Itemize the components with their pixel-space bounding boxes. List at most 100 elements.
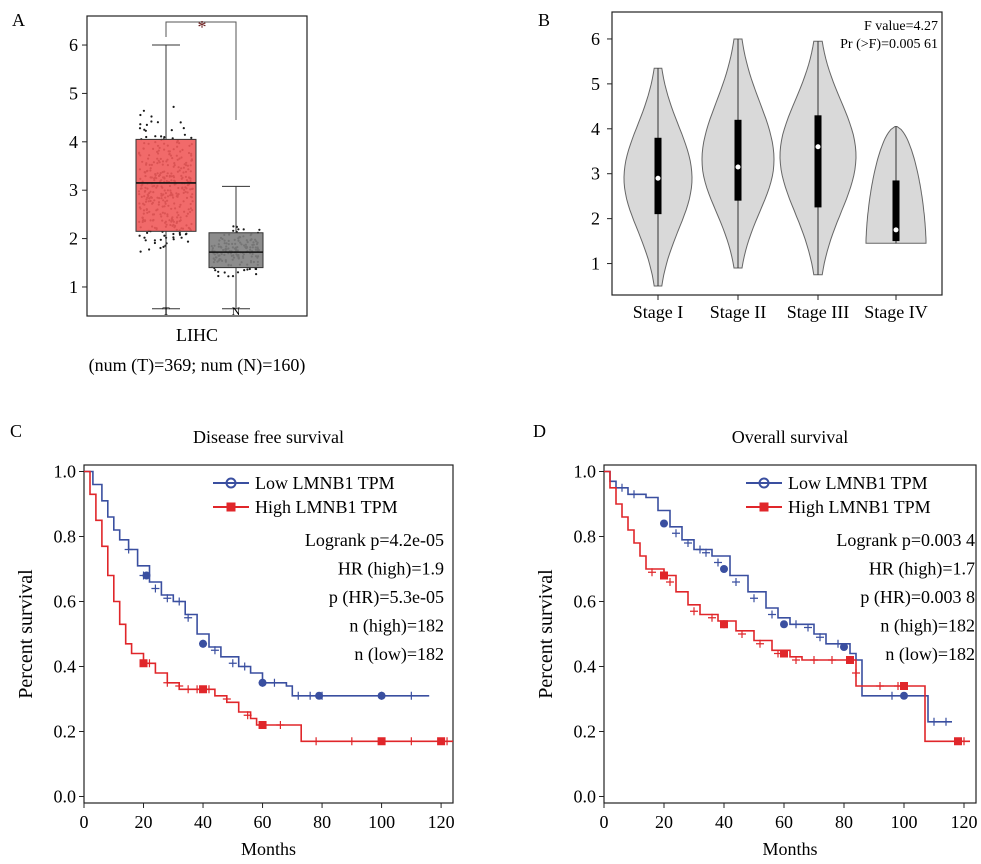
x-axis-label: Months	[762, 839, 817, 859]
legend-marker	[226, 502, 236, 512]
series-marker	[377, 691, 386, 700]
ytick-label: 0.6	[54, 592, 77, 612]
stats-line: p (HR)=5.3e-05	[329, 587, 444, 608]
panel-b-ytick-label: 3	[591, 164, 600, 184]
violin-median-dot	[655, 175, 661, 181]
ytick-label: 0.6	[574, 592, 597, 612]
censor-mark	[294, 691, 303, 700]
panel-a-ytick-label: 4	[69, 132, 78, 152]
panel-b-xtick-label: Stage IV	[864, 302, 927, 322]
censor-mark	[630, 490, 638, 499]
series-marker	[258, 678, 267, 687]
censor-mark	[696, 545, 704, 554]
plot-frame	[83, 464, 454, 804]
jitter-point	[217, 270, 220, 273]
series-marker	[258, 721, 267, 729]
jitter-point	[153, 241, 156, 245]
censor-mark	[714, 558, 722, 567]
xtick-label: 60	[775, 812, 793, 832]
jitter-point	[145, 135, 148, 139]
panel-b-ytick-label: 6	[591, 29, 600, 49]
xtick-label: 100	[368, 812, 395, 832]
panel-a-y-axis: 1 2 3 4 5 6	[69, 35, 87, 297]
panel-c-km-plot: Disease free survival 0 20 40 60 80 100 120 0.0 0…	[15, 427, 455, 859]
ytick-label: 0.4	[54, 657, 77, 677]
panel-label-b: B	[538, 10, 550, 30]
panel-b-xtick-label: Stage II	[710, 302, 766, 322]
jitter-point	[154, 135, 157, 138]
jitter-point	[139, 113, 142, 117]
censor-mark	[270, 678, 279, 687]
legend-marker	[758, 477, 770, 489]
stats-line: n (low)=182	[885, 644, 975, 665]
jitter-point	[153, 239, 156, 242]
panel-b-ytick-label: 4	[591, 119, 600, 139]
jitter-point	[143, 236, 146, 239]
panel-a-ytick-label: 6	[69, 35, 78, 55]
censor-mark	[792, 656, 800, 664]
xtick-label: 60	[254, 812, 272, 832]
censor-mark	[276, 721, 285, 729]
panel-a-xlabel: LIHC	[176, 325, 218, 345]
panel-label-c: C	[10, 421, 22, 441]
xtick-label: 0	[80, 812, 89, 832]
panel-d-km-plot: Overall survival 0 20 40 60 80 100 120 0.0 0.2 0.4…	[535, 427, 978, 859]
xtick-label: 100	[891, 812, 918, 832]
censor-mark	[618, 483, 626, 492]
violin-iqr-bar	[734, 119, 742, 201]
censor-mark	[306, 691, 315, 700]
jitter-point	[138, 234, 141, 237]
jitter-point	[180, 236, 183, 239]
panel-label-d: D	[533, 421, 546, 441]
jitter-point	[159, 246, 162, 250]
box-T	[135, 138, 197, 232]
censor-mark	[347, 737, 356, 746]
jitter-point	[246, 268, 249, 271]
jitter-point	[237, 228, 240, 231]
panel-a-significance-star: *	[198, 17, 207, 37]
series-marker	[139, 659, 148, 668]
censor-mark	[312, 737, 321, 746]
jitter-point	[217, 274, 220, 278]
panel-a-boxes	[135, 44, 264, 310]
stats-line: n (low)=182	[354, 644, 444, 665]
censor-mark	[888, 691, 896, 700]
panel-a-xtick-n: N	[232, 304, 241, 318]
series-marker	[840, 643, 848, 651]
jitter-point	[186, 240, 190, 243]
jitter-point	[190, 136, 193, 139]
censor-mark	[768, 610, 776, 619]
series-marker	[377, 737, 386, 746]
xtick-label: 80	[835, 812, 853, 832]
censor-mark	[732, 578, 740, 586]
violin-median-dot	[735, 164, 741, 170]
ytick-label: 1.0	[54, 462, 77, 482]
jitter-point	[172, 232, 175, 236]
xtick-label: 20	[135, 812, 153, 832]
jitter-point	[148, 248, 151, 251]
jitter-point	[172, 105, 175, 108]
km-curve	[84, 470, 430, 697]
series-marker	[720, 620, 728, 629]
jitter-point	[236, 271, 240, 274]
jitter-point	[179, 121, 182, 124]
censor-mark	[666, 578, 674, 586]
panel-b-x-axis: Stage I Stage II Stage III Stage IV	[633, 295, 928, 322]
legend-label: Low LMNB1 TPM	[255, 473, 395, 493]
panel-label-a: A	[12, 10, 25, 30]
jitter-point	[156, 121, 159, 124]
stats-line: Logrank p=0.003 4	[836, 530, 975, 550]
series-marker	[660, 519, 668, 528]
ytick-label: 0.4	[574, 657, 597, 677]
panel-a-caption: (num (T)=369; num (N)=160)	[89, 355, 306, 376]
censor-mark	[684, 539, 692, 547]
xtick-label: 20	[655, 812, 673, 832]
xtick-label: 80	[313, 812, 331, 832]
censor-mark	[222, 695, 231, 703]
stats-line: n (high)=182	[880, 616, 975, 637]
violin-median-dot	[893, 227, 899, 233]
plot-frame	[603, 464, 977, 804]
xtick-label: 120	[428, 812, 455, 832]
